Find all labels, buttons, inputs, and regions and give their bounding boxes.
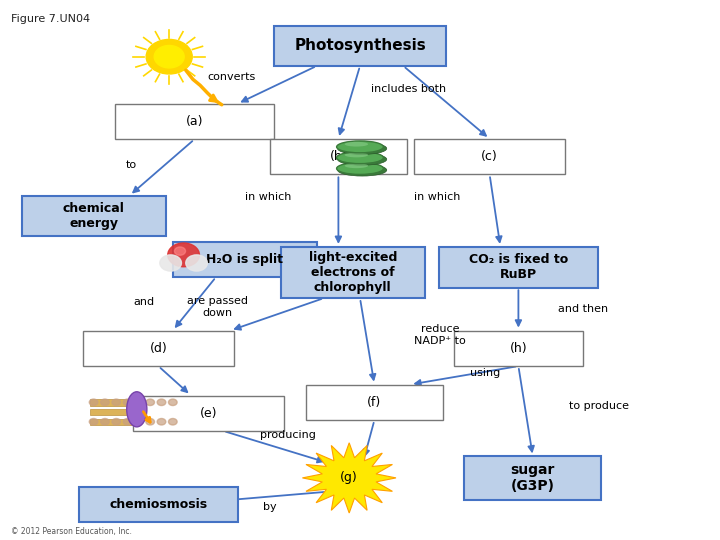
Circle shape [186,255,207,271]
Text: (f): (f) [367,396,382,409]
Circle shape [146,399,155,406]
Text: (b): (b) [330,150,347,163]
FancyBboxPatch shape [274,25,446,66]
FancyBboxPatch shape [439,247,598,287]
Text: (e): (e) [200,407,217,420]
Circle shape [168,418,177,425]
Text: in which: in which [415,192,461,202]
Circle shape [135,399,143,406]
FancyBboxPatch shape [133,395,284,431]
Text: reduce
NADP⁺ to: reduce NADP⁺ to [414,324,466,346]
Text: to: to [126,160,137,170]
Circle shape [89,418,98,425]
FancyBboxPatch shape [281,247,425,298]
FancyBboxPatch shape [464,456,601,500]
Circle shape [123,418,132,425]
Circle shape [89,399,98,406]
Text: producing: producing [260,430,316,440]
FancyBboxPatch shape [22,195,166,237]
FancyBboxPatch shape [79,487,238,523]
Text: by: by [264,502,276,511]
Circle shape [168,243,199,267]
FancyBboxPatch shape [90,409,176,415]
Ellipse shape [338,153,387,165]
Text: and: and [134,298,155,307]
Text: using: using [470,368,500,377]
Text: (h): (h) [510,342,527,355]
Circle shape [174,247,186,255]
Text: in which: in which [246,192,292,202]
Text: light-excited
electrons of
chlorophyll: light-excited electrons of chlorophyll [309,251,397,294]
Circle shape [157,418,166,425]
Text: (d): (d) [150,342,167,355]
Ellipse shape [338,164,387,176]
Circle shape [157,399,166,406]
Circle shape [123,399,132,406]
Text: chemiosmosis: chemiosmosis [109,498,207,511]
Text: sugar
(G3P): sugar (G3P) [510,463,555,493]
Ellipse shape [338,143,387,154]
Circle shape [112,418,120,425]
FancyBboxPatch shape [90,418,176,425]
Text: to produce: to produce [569,401,629,411]
Ellipse shape [337,152,384,164]
Text: are passed
down: are passed down [187,296,248,318]
FancyBboxPatch shape [414,139,565,174]
Circle shape [112,399,120,406]
FancyBboxPatch shape [454,330,583,366]
Polygon shape [302,443,396,513]
Text: Photosynthesis: Photosynthesis [294,38,426,53]
FancyBboxPatch shape [306,384,443,420]
Text: (a): (a) [186,115,203,128]
FancyBboxPatch shape [90,399,176,406]
Text: H₂O is split: H₂O is split [207,253,283,266]
Text: includes both: includes both [371,84,446,94]
Text: (c): (c) [481,150,498,163]
Text: (g): (g) [341,471,358,484]
Circle shape [101,399,109,406]
Ellipse shape [337,141,384,153]
Circle shape [154,45,184,68]
FancyBboxPatch shape [173,241,317,276]
Circle shape [160,255,181,271]
Ellipse shape [345,164,368,168]
Circle shape [135,418,143,425]
Circle shape [101,418,109,425]
Circle shape [168,399,177,406]
Ellipse shape [345,153,368,157]
Ellipse shape [127,392,147,427]
Text: © 2012 Pearson Education, Inc.: © 2012 Pearson Education, Inc. [11,526,132,536]
Text: converts: converts [207,72,256,82]
FancyBboxPatch shape [83,330,234,366]
FancyBboxPatch shape [115,104,274,139]
Ellipse shape [337,163,384,174]
Ellipse shape [345,142,368,146]
Text: and then: and then [558,304,608,314]
Text: CO₂ is fixed to
RuBP: CO₂ is fixed to RuBP [469,253,568,281]
Circle shape [146,39,192,74]
Text: chemical
energy: chemical energy [63,202,125,230]
FancyBboxPatch shape [270,139,407,174]
Text: Figure 7.UN04: Figure 7.UN04 [11,14,90,24]
Circle shape [146,418,155,425]
